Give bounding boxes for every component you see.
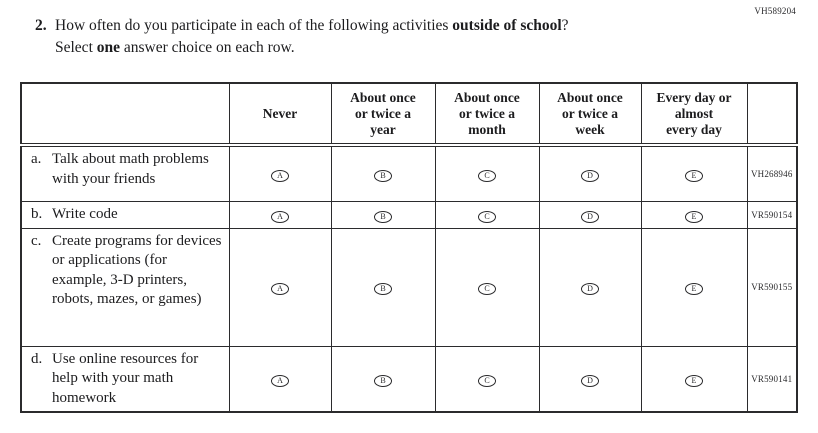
row-d-label: Use online resources for help with your … (52, 350, 199, 406)
option-letter: A (277, 375, 283, 385)
question-line1-post: ? (561, 17, 569, 34)
question-line1-bold: outside of school (452, 17, 562, 34)
row-c-option-E[interactable]: E (685, 283, 703, 295)
row-a-label-cell: a. Talk about math problems with your fri… (20, 144, 230, 202)
row-a-option-C[interactable]: C (478, 169, 496, 182)
row-d-option-E[interactable]: E (685, 374, 703, 387)
row-a-option-D[interactable]: D (581, 169, 599, 182)
option-letter: A (277, 170, 283, 180)
option-letter: D (587, 284, 593, 293)
question-line2-pre: Select (55, 39, 97, 56)
option-letter: C (484, 170, 490, 180)
response-table: Never About once or twice a year About o… (20, 82, 798, 413)
table-row-a: a. Talk about math problems with your fri… (20, 144, 798, 202)
question-line1-pre: How often do you participate in each of … (55, 17, 453, 34)
column-header-week: About once or twice a week (538, 82, 642, 147)
row-c-letter: c. (31, 232, 42, 249)
option-letter: C (484, 375, 490, 385)
row-c-label: Create programs for devices or applicati… (52, 232, 222, 308)
row-d-option-A[interactable]: A (271, 374, 289, 387)
column-header-never: Never (228, 82, 332, 147)
question-text: How often do you participate in each of … (55, 15, 569, 59)
row-b-option-E[interactable]: E (685, 210, 703, 223)
row-b-code: VR590154 (746, 200, 798, 229)
option-letter: B (380, 170, 386, 180)
row-c-code: VR590155 (746, 227, 798, 347)
row-c-option-B[interactable]: B (374, 283, 392, 295)
row-d-letter: d. (31, 350, 43, 367)
option-letter: B (380, 211, 386, 221)
header-row: Never About once or twice a year About o… (20, 82, 798, 147)
row-b-option-A[interactable]: A (271, 210, 289, 223)
row-c-option-D[interactable]: D (581, 283, 599, 295)
option-letter: C (484, 284, 490, 293)
row-b-option-B[interactable]: B (374, 210, 392, 223)
row-a-option-B[interactable]: B (374, 169, 392, 182)
option-letter: B (380, 284, 386, 293)
option-letter: A (277, 284, 283, 293)
question-line2-bold: one (96, 39, 120, 56)
row-a-option-E[interactable]: E (685, 169, 703, 182)
question-number: 2. (35, 17, 47, 34)
header-stub-empty (20, 82, 230, 147)
table-row-c: c. Create programs for devices or applica… (20, 227, 798, 347)
option-letter: E (691, 284, 697, 293)
option-letter: D (587, 211, 593, 221)
table-row-d: d. Use online resources for help with you… (20, 345, 798, 413)
row-a-label: Talk about math problems with your frien… (52, 151, 209, 187)
row-b-option-C[interactable]: C (478, 210, 496, 223)
option-letter: D (587, 170, 593, 180)
row-d-option-B[interactable]: B (374, 374, 392, 387)
row-c-label-cell: c. Create programs for devices or applica… (20, 227, 230, 347)
row-d-option-C[interactable]: C (478, 374, 496, 387)
row-c-option-C[interactable]: C (478, 283, 496, 295)
row-a-letter: a. (31, 151, 42, 167)
option-letter: E (691, 211, 697, 221)
option-letter: A (277, 211, 283, 221)
row-b-option-D[interactable]: D (581, 210, 599, 223)
row-b-label-cell: b. Write code (20, 200, 230, 229)
row-b-label: Write code (52, 205, 118, 222)
question-line2-post: answer choice on each row. (120, 39, 295, 56)
form-code: VH589204 (754, 6, 796, 16)
option-letter: C (484, 211, 490, 221)
option-letter: E (691, 170, 697, 180)
row-a-option-A[interactable]: A (271, 169, 289, 182)
option-letter: B (380, 375, 386, 385)
row-c-option-A[interactable]: A (271, 283, 289, 295)
column-header-month: About once or twice a month (434, 82, 540, 147)
option-letter: E (691, 375, 697, 385)
header-code-empty (746, 82, 798, 147)
row-b-letter: b. (31, 205, 43, 222)
column-header-year: About once or twice a year (330, 82, 436, 147)
row-a-code: VH268946 (746, 144, 798, 202)
row-d-label-cell: d. Use online resources for help with you… (20, 345, 230, 413)
option-letter: D (587, 375, 593, 385)
row-d-code: VR590141 (746, 345, 798, 413)
table-row-b: b. Write code A B C D E VR590154 (20, 200, 798, 229)
column-header-everyday: Every day or almost every day (640, 82, 748, 147)
row-d-option-D[interactable]: D (581, 374, 599, 387)
question-block: 2. How often do you participate in each … (35, 15, 735, 59)
